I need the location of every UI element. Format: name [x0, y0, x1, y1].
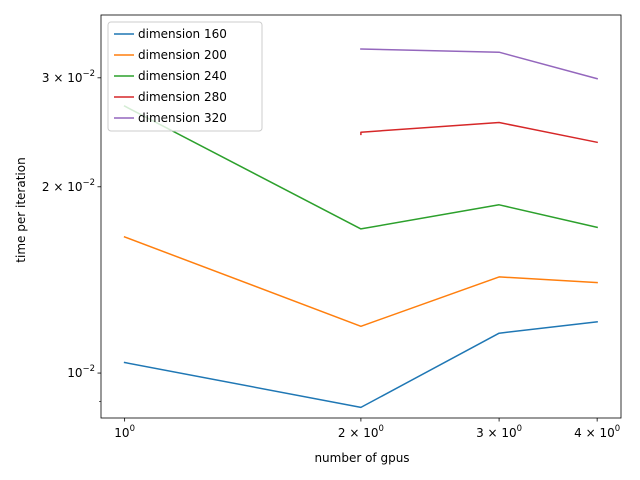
x-axis-label: number of gpus: [314, 451, 409, 465]
series-line-dimension-240: [123, 105, 598, 230]
legend-entry: dimension 240: [138, 69, 227, 83]
legend-entry: dimension 280: [138, 90, 227, 104]
legend-entry: dimension 160: [138, 27, 227, 41]
x-tick-label: 2 × 100: [338, 424, 384, 440]
series-line-dimension-320: [360, 48, 599, 80]
series-line-dimension-280: [360, 121, 598, 144]
legend-entry: dimension 200: [138, 48, 227, 62]
series-line-dimension-200: [123, 235, 598, 328]
y-tick-label: 3 × 10−2: [42, 69, 95, 85]
y-tick-label: 10−2: [67, 364, 95, 380]
x-tick-label: 100: [114, 424, 135, 440]
x-tick-label: 3 × 100: [476, 424, 522, 440]
legend: dimension 160 dimension 200 dimension 240 d…: [107, 21, 263, 132]
y-tick-label: 2 × 10−2: [42, 178, 95, 194]
legend-entry: dimension 320: [138, 111, 227, 125]
y-axis-label: time per iteration: [14, 157, 28, 262]
x-tick-label: 4 × 100: [574, 424, 620, 440]
x-axis: 100 2 × 100 3 × 100 4 × 100: [114, 418, 620, 440]
y-axis: 10−2 2 × 10−2 3 × 10−2: [42, 69, 101, 402]
legend-box: [107, 21, 263, 132]
series-line-dimension-160: [123, 320, 598, 409]
